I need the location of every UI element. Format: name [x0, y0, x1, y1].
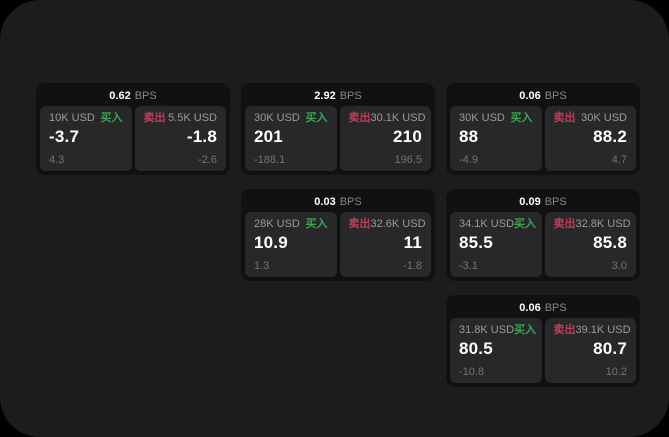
buy-price: 85.5: [459, 233, 493, 252]
buy-sell-panels: 28K USD 买入 10.9 1.3 卖出 32.6K USD 11 -1.8: [245, 212, 431, 277]
buy-price: -3.7: [49, 127, 80, 146]
bps-unit: BPS: [339, 90, 362, 102]
bps-value: 2.92: [314, 90, 336, 102]
buy-delta: -10.8: [459, 366, 485, 378]
sell-delta: 4.7: [611, 154, 627, 166]
sell-label: 卖出: [143, 112, 166, 124]
buy-price: 201: [254, 127, 283, 146]
bps-header: 0.06 BPS: [450, 299, 636, 318]
sell-delta: -2.6: [198, 154, 217, 166]
sell-amount: 30.1K USD: [370, 112, 426, 124]
sell-label: 卖出: [348, 218, 371, 230]
sell-panel[interactable]: 卖出 5.5K USD -1.8 -2.6: [134, 106, 226, 171]
buy-label: 买入: [100, 112, 123, 124]
buy-delta: -4.9: [459, 154, 478, 166]
quote-card: 0.06 BPS 30K USD 买入 88 -4.9 卖出 30K USD: [446, 83, 640, 175]
buy-label: 买入: [510, 112, 533, 124]
sell-panel[interactable]: 卖出 32.8K USD 85.8 3.0: [544, 212, 636, 277]
buy-label: 买入: [514, 218, 537, 230]
sell-delta: 3.0: [611, 260, 627, 272]
quote-card: 0.62 BPS 10K USD 买入 -3.7 4.3 卖出 5.5K USD: [36, 83, 230, 175]
quote-card: 0.09 BPS 34.1K USD 买入 85.5 -3.1 卖出 32.8K…: [446, 189, 640, 281]
buy-sell-panels: 31.8K USD 买入 80.5 -10.8 卖出 39.1K USD 80.…: [450, 318, 636, 383]
bps-value: 0.06: [519, 302, 541, 314]
bps-unit: BPS: [544, 196, 567, 208]
bps-value: 0.03: [314, 196, 336, 208]
bps-header: 2.92 BPS: [245, 87, 431, 106]
buy-price: 80.5: [459, 339, 493, 358]
sell-label: 卖出: [553, 218, 576, 230]
bps-unit: BPS: [134, 90, 157, 102]
buy-delta: 1.3: [254, 260, 270, 272]
quote-card: 2.92 BPS 30K USD 买入 201 -188.1 卖出 30.1K …: [241, 83, 435, 175]
quote-card-grid: 0.62 BPS 10K USD 买入 -3.7 4.3 卖出 5.5K USD: [36, 83, 640, 387]
bps-value: 0.62: [109, 90, 131, 102]
sell-label: 卖出: [553, 112, 576, 124]
bps-unit: BPS: [339, 196, 362, 208]
sell-price: 80.7: [593, 339, 627, 358]
buy-amount: 28K USD: [254, 218, 300, 230]
sell-price: 210: [393, 127, 422, 146]
buy-amount: 34.1K USD: [459, 218, 515, 230]
buy-amount: 30K USD: [254, 112, 300, 124]
sell-delta: -1.8: [403, 260, 422, 272]
bps-header: 0.62 BPS: [40, 87, 226, 106]
sell-panel[interactable]: 卖出 39.1K USD 80.7 10.2: [544, 318, 636, 383]
buy-sell-panels: 30K USD 买入 88 -4.9 卖出 30K USD 88.2 4.7: [450, 106, 636, 171]
buy-amount: 30K USD: [459, 112, 505, 124]
buy-amount: 31.8K USD: [459, 324, 515, 336]
buy-delta: 4.3: [49, 154, 65, 166]
buy-amount: 10K USD: [49, 112, 95, 124]
bps-header: 0.09 BPS: [450, 193, 636, 212]
bps-value: 0.06: [519, 90, 541, 102]
sell-label: 卖出: [553, 324, 576, 336]
sell-panel[interactable]: 卖出 30K USD 88.2 4.7: [544, 106, 636, 171]
bps-unit: BPS: [544, 302, 567, 314]
sell-label: 卖出: [348, 112, 371, 124]
bps-header: 0.03 BPS: [245, 193, 431, 212]
buy-panel[interactable]: 10K USD 买入 -3.7 4.3: [40, 106, 132, 171]
sell-amount: 5.5K USD: [168, 112, 217, 124]
buy-sell-panels: 34.1K USD 买入 85.5 -3.1 卖出 32.8K USD 85.8…: [450, 212, 636, 277]
sell-amount: 39.1K USD: [575, 324, 631, 336]
quote-card: 0.03 BPS 28K USD 买入 10.9 1.3 卖出 32.6K US…: [241, 189, 435, 281]
buy-label: 买入: [305, 218, 328, 230]
buy-panel[interactable]: 30K USD 买入 88 -4.9: [450, 106, 542, 171]
sell-price: 85.8: [593, 233, 627, 252]
buy-delta: -188.1: [254, 154, 286, 166]
buy-price: 10.9: [254, 233, 288, 252]
bps-unit: BPS: [544, 90, 567, 102]
quote-card: 0.06 BPS 31.8K USD 买入 80.5 -10.8 卖出 39.1…: [446, 295, 640, 387]
sell-delta: 10.2: [605, 366, 627, 378]
sell-panel[interactable]: 卖出 30.1K USD 210 196.5: [339, 106, 431, 171]
buy-label: 买入: [305, 112, 328, 124]
sell-price: 11: [403, 233, 422, 252]
buy-panel[interactable]: 30K USD 买入 201 -188.1: [245, 106, 337, 171]
buy-sell-panels: 30K USD 买入 201 -188.1 卖出 30.1K USD 210 1…: [245, 106, 431, 171]
buy-panel[interactable]: 34.1K USD 买入 85.5 -3.1: [450, 212, 542, 277]
buy-price: 88: [459, 127, 479, 146]
buy-label: 买入: [514, 324, 537, 336]
buy-panel[interactable]: 28K USD 买入 10.9 1.3: [245, 212, 337, 277]
sell-panel[interactable]: 卖出 32.6K USD 11 -1.8: [339, 212, 431, 277]
buy-panel[interactable]: 31.8K USD 买入 80.5 -10.8: [450, 318, 542, 383]
sell-price: -1.8: [186, 127, 217, 146]
sell-amount: 32.8K USD: [575, 218, 631, 230]
sell-price: 88.2: [593, 127, 627, 146]
sell-amount: 30K USD: [581, 112, 627, 124]
sell-delta: 196.5: [394, 154, 422, 166]
buy-delta: -3.1: [459, 260, 478, 272]
buy-sell-panels: 10K USD 买入 -3.7 4.3 卖出 5.5K USD -1.8 -2.…: [40, 106, 226, 171]
bps-header: 0.06 BPS: [450, 87, 636, 106]
sell-amount: 32.6K USD: [370, 218, 426, 230]
bps-value: 0.09: [519, 196, 541, 208]
